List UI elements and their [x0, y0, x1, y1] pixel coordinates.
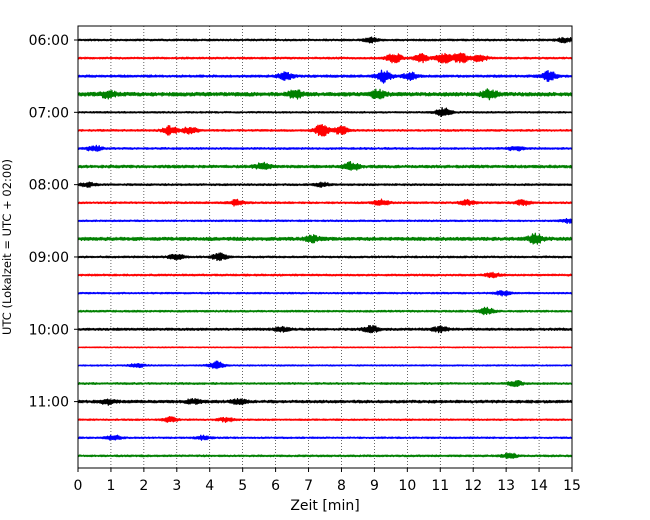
x-axis: 0 1 2 3 4 5 6 7 8 9 10 11 12 13 14 15 — [74, 468, 581, 494]
x-tick-label: 12 — [464, 478, 482, 494]
trace-0745 — [77, 161, 573, 171]
y-axis: 06:00 07:00 08:00 09:00 10:00 11:00 — [29, 33, 78, 411]
x-tick-label: 5 — [238, 478, 247, 494]
y-tick-label: 08:00 — [29, 178, 69, 194]
trace-0930 — [77, 289, 573, 297]
x-tick-label: 0 — [74, 478, 83, 494]
trace-0900 — [77, 252, 573, 262]
trace-1130 — [77, 434, 573, 441]
x-tick-label: 10 — [398, 478, 416, 494]
x-tick-label: 13 — [497, 478, 515, 494]
trace-1115 — [77, 415, 573, 423]
x-tick-label: 6 — [271, 478, 280, 494]
y-tick-label: 07:00 — [29, 105, 69, 121]
x-tick-label: 1 — [106, 478, 115, 494]
trace-0945 — [77, 306, 573, 316]
plot-frame — [77, 25, 573, 469]
y-tick-label: 10:00 — [29, 322, 69, 338]
x-tick-label: 14 — [530, 478, 548, 494]
trace-0730 — [77, 144, 573, 152]
trace-1100 — [77, 397, 573, 406]
trace-0800 — [77, 181, 573, 188]
trace-0715 — [77, 123, 573, 137]
trace-1030 — [77, 360, 573, 370]
trace-0600 — [77, 36, 573, 44]
y-tick-label: 06:00 — [29, 33, 69, 49]
x-axis-title: Zeit [min] — [290, 498, 359, 514]
trace-0915 — [77, 271, 573, 279]
x-tick-label: 7 — [304, 478, 313, 494]
x-tick-label: 11 — [431, 478, 449, 494]
trace-1000 — [77, 324, 573, 334]
x-tick-label: 3 — [172, 478, 181, 494]
trace-0830 — [77, 217, 573, 225]
x-tick-label: 4 — [205, 478, 214, 494]
x-tick-label: 9 — [370, 478, 379, 494]
trace-0645 — [77, 88, 573, 101]
trace-0615 — [77, 52, 573, 64]
y-tick-label: 11:00 — [29, 395, 69, 411]
trace-1045 — [77, 379, 573, 388]
x-tick-label: 2 — [139, 478, 148, 494]
x-tick-label: 15 — [563, 478, 581, 494]
trace-0700 — [77, 107, 573, 118]
traces — [77, 36, 573, 459]
x-tick-label: 8 — [337, 478, 346, 494]
y-tick-label: 09:00 — [29, 250, 69, 266]
y-axis-title: UTC (Lokalzeit = UTC + 02:00) — [0, 159, 14, 335]
trace-1015 — [77, 346, 573, 349]
trace-0815 — [77, 198, 573, 207]
trace-0845 — [77, 232, 573, 245]
trace-0630 — [77, 69, 573, 84]
trace-1145 — [77, 452, 573, 459]
